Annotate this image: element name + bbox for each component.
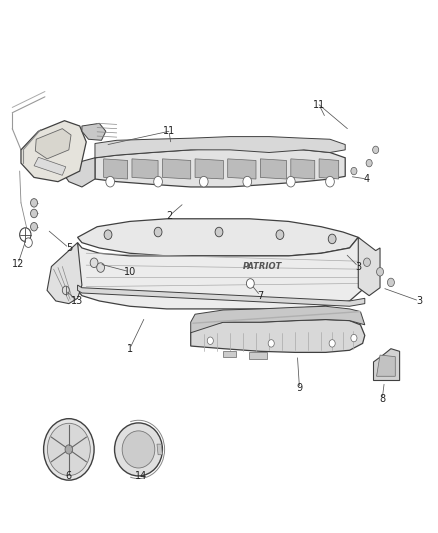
Text: 1: 1 — [127, 344, 133, 354]
Polygon shape — [35, 128, 71, 159]
Text: 5: 5 — [66, 243, 72, 253]
Text: 11: 11 — [313, 100, 325, 110]
Circle shape — [44, 419, 94, 480]
Text: 8: 8 — [379, 394, 385, 404]
Polygon shape — [78, 285, 365, 306]
Polygon shape — [250, 352, 267, 359]
Polygon shape — [157, 444, 162, 455]
Circle shape — [207, 337, 213, 344]
Polygon shape — [319, 159, 339, 179]
Polygon shape — [260, 159, 286, 179]
Polygon shape — [223, 351, 237, 357]
Text: 14: 14 — [134, 471, 147, 481]
Circle shape — [364, 258, 371, 266]
Circle shape — [25, 238, 32, 247]
Ellipse shape — [115, 423, 162, 476]
Circle shape — [325, 176, 334, 187]
Circle shape — [97, 263, 105, 272]
Polygon shape — [82, 123, 106, 140]
Text: 3: 3 — [355, 262, 361, 271]
Polygon shape — [191, 319, 365, 352]
Text: 10: 10 — [124, 267, 136, 277]
Circle shape — [366, 159, 372, 167]
Circle shape — [104, 230, 112, 239]
Text: 6: 6 — [66, 471, 72, 481]
Circle shape — [31, 199, 38, 207]
Circle shape — [154, 176, 162, 187]
Text: 11: 11 — [163, 126, 175, 136]
Text: 7: 7 — [257, 290, 264, 301]
Circle shape — [329, 340, 335, 347]
Circle shape — [377, 268, 384, 276]
Text: 13: 13 — [71, 296, 84, 306]
Polygon shape — [47, 243, 82, 304]
Polygon shape — [358, 237, 380, 296]
Polygon shape — [95, 136, 345, 158]
Circle shape — [215, 227, 223, 237]
Text: 2: 2 — [166, 211, 172, 221]
Circle shape — [328, 234, 336, 244]
Circle shape — [62, 286, 69, 295]
Polygon shape — [78, 219, 358, 256]
Polygon shape — [132, 159, 158, 179]
Circle shape — [276, 230, 284, 239]
Polygon shape — [21, 120, 86, 182]
Circle shape — [247, 279, 254, 288]
Polygon shape — [377, 355, 395, 376]
Circle shape — [286, 176, 295, 187]
Circle shape — [351, 334, 357, 342]
Circle shape — [47, 423, 90, 475]
Circle shape — [154, 227, 162, 237]
Text: 4: 4 — [364, 174, 370, 184]
Circle shape — [268, 340, 274, 347]
Polygon shape — [95, 147, 345, 187]
Circle shape — [199, 176, 208, 187]
Circle shape — [106, 176, 115, 187]
Polygon shape — [104, 159, 127, 179]
Text: 12: 12 — [12, 259, 24, 269]
Text: 3: 3 — [416, 296, 422, 306]
Ellipse shape — [122, 431, 155, 468]
Polygon shape — [191, 306, 365, 333]
Polygon shape — [374, 349, 399, 381]
Circle shape — [373, 146, 379, 154]
Polygon shape — [228, 159, 256, 179]
Circle shape — [388, 278, 394, 287]
Polygon shape — [78, 237, 365, 309]
Polygon shape — [62, 158, 95, 187]
Polygon shape — [162, 159, 191, 179]
Polygon shape — [291, 159, 315, 179]
Polygon shape — [195, 159, 223, 179]
Circle shape — [31, 222, 38, 231]
Text: PATRIOT: PATRIOT — [243, 262, 282, 271]
Circle shape — [20, 228, 31, 241]
Circle shape — [65, 445, 73, 454]
Circle shape — [243, 176, 252, 187]
Circle shape — [31, 209, 38, 217]
Text: 9: 9 — [297, 383, 303, 393]
Circle shape — [90, 258, 98, 268]
Polygon shape — [34, 157, 66, 175]
Circle shape — [351, 167, 357, 175]
